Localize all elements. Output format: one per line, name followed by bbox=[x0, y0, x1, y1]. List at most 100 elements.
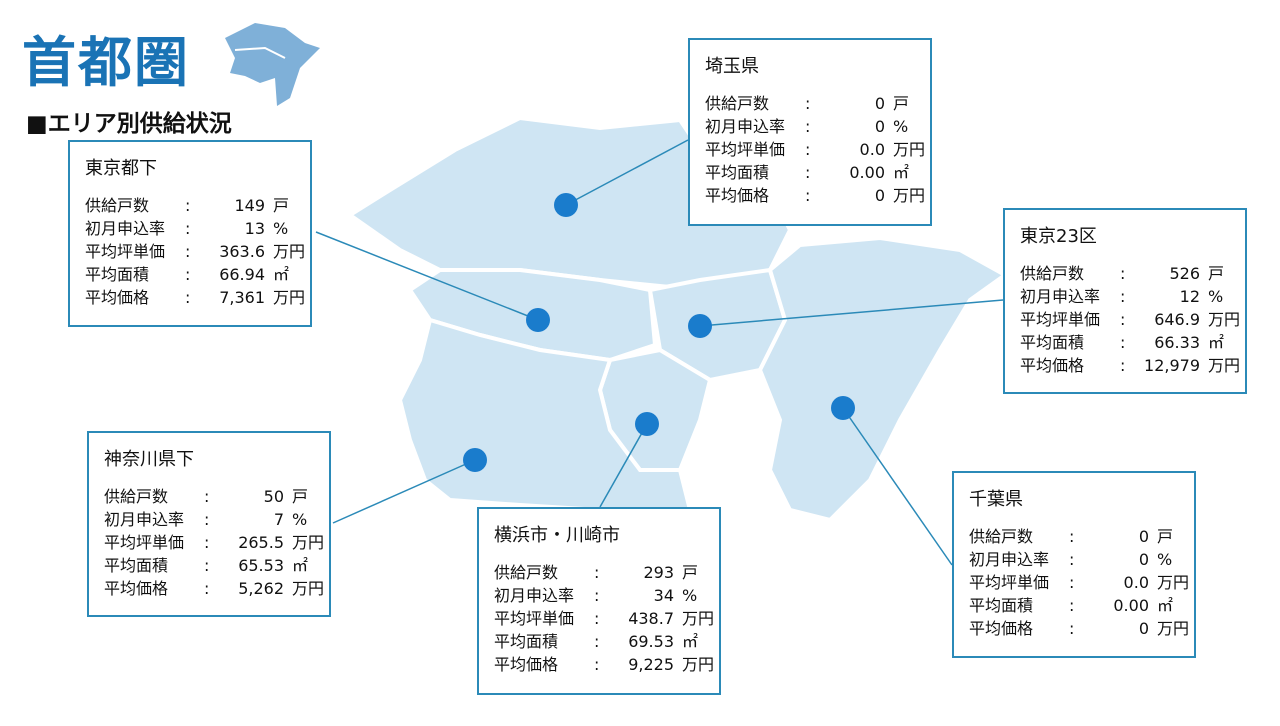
stat-unit: 万円 bbox=[893, 140, 926, 159]
stat-row: 供給戸数: 293 戸 bbox=[494, 561, 719, 584]
stat-value: 65.53 bbox=[238, 556, 284, 575]
dot-saitama[interactable] bbox=[554, 193, 578, 217]
stat-label: 平均面積 bbox=[104, 556, 169, 575]
separator: : bbox=[805, 140, 811, 159]
stat-row: 平均価格: 0 万円 bbox=[705, 184, 930, 207]
stat-label: 平均坪単価 bbox=[85, 242, 166, 261]
separator: : bbox=[594, 586, 600, 605]
stat-unit: % bbox=[893, 117, 909, 136]
stat-unit: ㎡ bbox=[893, 163, 910, 182]
stat-unit: 万円 bbox=[292, 579, 325, 598]
dot-tokyo-tama[interactable] bbox=[526, 308, 550, 332]
stat-unit: ㎡ bbox=[1208, 333, 1225, 352]
stat-label: 平均価格 bbox=[705, 186, 770, 205]
stat-row: 平均坪単価: 438.7 万円 bbox=[494, 607, 719, 630]
separator: : bbox=[204, 533, 210, 552]
stat-row: 供給戸数: 0 戸 bbox=[969, 525, 1194, 548]
stat-value: 0 bbox=[1138, 550, 1149, 569]
region-chiba bbox=[757, 235, 1009, 523]
stat-label: 平均面積 bbox=[969, 596, 1034, 615]
leader-line-tokyo-tama bbox=[315, 231, 539, 321]
separator: : bbox=[1120, 264, 1126, 283]
separator: : bbox=[185, 242, 191, 261]
stat-row: 平均面積: 0.00 ㎡ bbox=[969, 594, 1194, 617]
stat-label: 供給戸数 bbox=[969, 527, 1034, 546]
stat-label: 平均価格 bbox=[85, 288, 150, 307]
stat-row: 初月申込率: 34% bbox=[494, 584, 719, 607]
area-name: 千葉県 bbox=[969, 489, 1023, 510]
separator: : bbox=[1120, 356, 1126, 375]
stat-label: 平均価格 bbox=[104, 579, 169, 598]
stat-value: 526 bbox=[1169, 264, 1200, 283]
stat-label: 供給戸数 bbox=[1020, 264, 1085, 283]
separator: : bbox=[594, 632, 600, 651]
stat-value: 7,361 bbox=[219, 288, 265, 307]
separator: : bbox=[1069, 619, 1075, 638]
separator: : bbox=[594, 563, 600, 582]
stat-value: 0 bbox=[1138, 527, 1149, 546]
separator: : bbox=[204, 579, 210, 598]
stat-label: 平均坪単価 bbox=[705, 140, 786, 159]
stat-row: 平均面積: 66.94 ㎡ bbox=[85, 263, 310, 286]
stat-row: 初月申込率: 13% bbox=[85, 217, 310, 240]
stat-unit: % bbox=[292, 510, 308, 529]
leader-line-yokohama-kawasaki bbox=[599, 423, 648, 508]
leader-line-kanagawa bbox=[332, 459, 476, 524]
stat-value: 0.00 bbox=[1113, 596, 1149, 615]
kanto-map-logo bbox=[225, 23, 320, 106]
stat-value: 9,225 bbox=[628, 655, 674, 674]
stat-unit: ㎡ bbox=[682, 632, 699, 651]
stat-unit: 戸 bbox=[1208, 264, 1225, 283]
separator: : bbox=[1069, 596, 1075, 615]
separator: : bbox=[1120, 310, 1126, 329]
stat-row: 平均坪単価: 646.9 万円 bbox=[1020, 308, 1245, 331]
area-name: 横浜市・川崎市 bbox=[494, 525, 620, 546]
stat-label: 供給戸数 bbox=[104, 487, 169, 506]
stat-value: 265.5 bbox=[238, 533, 284, 552]
separator: : bbox=[1069, 527, 1075, 546]
dot-tokyo-23[interactable] bbox=[688, 314, 712, 338]
separator: : bbox=[1120, 333, 1126, 352]
stat-unit: % bbox=[682, 586, 698, 605]
stat-row: 平均坪単価: 265.5 万円 bbox=[104, 531, 329, 554]
stat-value: 0 bbox=[874, 186, 885, 205]
stat-value: 363.6 bbox=[219, 242, 265, 261]
stat-label: 平均面積 bbox=[85, 265, 150, 284]
separator: : bbox=[204, 556, 210, 575]
area-name: 神奈川県下 bbox=[104, 449, 194, 470]
dot-kanagawa[interactable] bbox=[463, 448, 487, 472]
stat-value: 69.53 bbox=[628, 632, 674, 651]
separator: : bbox=[805, 163, 811, 182]
stat-label: 供給戸数 bbox=[85, 196, 150, 215]
area-box-tokyo-tama: 東京都下 供給戸数:149 戸初月申込率:13% 平均坪単価:363.6 万円 平均面積:… bbox=[68, 140, 312, 327]
stat-row: 平均価格: 7,361 万円 bbox=[85, 286, 310, 309]
stat-value: 34 bbox=[653, 586, 674, 605]
stat-value: 0.00 bbox=[849, 163, 885, 182]
stat-unit: 万円 bbox=[273, 288, 306, 307]
stat-unit: 戸 bbox=[682, 563, 699, 582]
stat-label: 初月申込率 bbox=[969, 550, 1050, 569]
stat-unit: ㎡ bbox=[273, 265, 290, 284]
stat-row: 平均価格: 9,225 万円 bbox=[494, 653, 719, 676]
stat-value: 66.94 bbox=[219, 265, 265, 284]
area-box-yokohama-kawasaki: 横浜市・川崎市 供給戸数:293 戸初月申込率:34% 平均坪単価:438.7 万円 平均… bbox=[477, 507, 721, 695]
stat-label: 初月申込率 bbox=[85, 219, 166, 238]
separator: : bbox=[805, 186, 811, 205]
stat-row: 平均坪単価: 0.0 万円 bbox=[969, 571, 1194, 594]
stat-label: 平均価格 bbox=[969, 619, 1034, 638]
stat-label: 初月申込率 bbox=[1020, 287, 1101, 306]
dot-chiba[interactable] bbox=[831, 396, 855, 420]
stat-row: 供給戸数: 0 戸 bbox=[705, 92, 930, 115]
dot-yokohama-kawasaki[interactable] bbox=[635, 412, 659, 436]
stat-value: 293 bbox=[643, 563, 674, 582]
stat-unit: % bbox=[273, 219, 289, 238]
stat-row: 初月申込率: 0% bbox=[705, 115, 930, 138]
stat-row: 供給戸数: 50 戸 bbox=[104, 485, 329, 508]
leader-line-saitama bbox=[565, 139, 689, 206]
section-heading: ■エリア別供給状況 bbox=[26, 111, 232, 137]
stat-value: 12,979 bbox=[1144, 356, 1200, 375]
stat-row: 初月申込率: 12% bbox=[1020, 285, 1245, 308]
